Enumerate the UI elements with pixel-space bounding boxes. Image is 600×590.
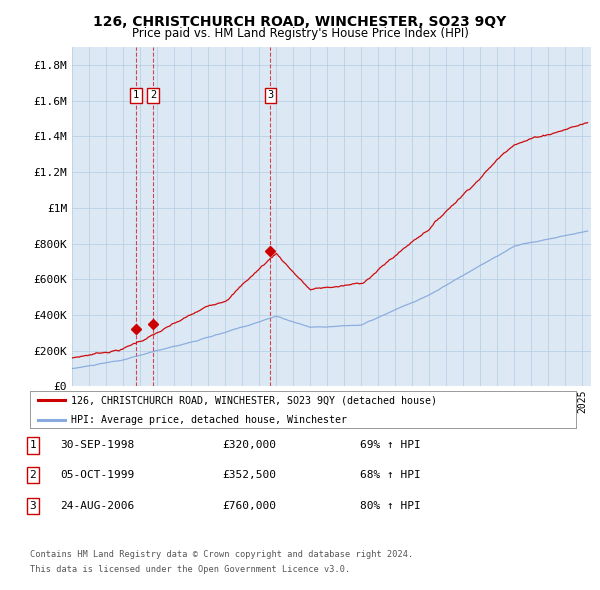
Text: 3: 3 — [29, 501, 37, 510]
Text: 126, CHRISTCHURCH ROAD, WINCHESTER, SO23 9QY: 126, CHRISTCHURCH ROAD, WINCHESTER, SO23… — [94, 15, 506, 29]
Text: 3: 3 — [267, 90, 274, 100]
Text: 68% ↑ HPI: 68% ↑ HPI — [360, 470, 421, 480]
Text: 126, CHRISTCHURCH ROAD, WINCHESTER, SO23 9QY (detached house): 126, CHRISTCHURCH ROAD, WINCHESTER, SO23… — [71, 395, 437, 405]
Text: 1: 1 — [133, 90, 139, 100]
Text: £760,000: £760,000 — [222, 501, 276, 510]
Text: HPI: Average price, detached house, Winchester: HPI: Average price, detached house, Winc… — [71, 415, 347, 425]
Text: £320,000: £320,000 — [222, 441, 276, 450]
Text: 2: 2 — [29, 470, 37, 480]
Text: 05-OCT-1999: 05-OCT-1999 — [60, 470, 134, 480]
Text: 30-SEP-1998: 30-SEP-1998 — [60, 441, 134, 450]
Text: This data is licensed under the Open Government Licence v3.0.: This data is licensed under the Open Gov… — [30, 565, 350, 574]
Text: Price paid vs. HM Land Registry's House Price Index (HPI): Price paid vs. HM Land Registry's House … — [131, 27, 469, 40]
Text: 80% ↑ HPI: 80% ↑ HPI — [360, 501, 421, 510]
Text: 24-AUG-2006: 24-AUG-2006 — [60, 501, 134, 510]
Text: £352,500: £352,500 — [222, 470, 276, 480]
Text: 69% ↑ HPI: 69% ↑ HPI — [360, 441, 421, 450]
Text: 1: 1 — [29, 441, 37, 450]
Text: 2: 2 — [150, 90, 156, 100]
Text: Contains HM Land Registry data © Crown copyright and database right 2024.: Contains HM Land Registry data © Crown c… — [30, 550, 413, 559]
